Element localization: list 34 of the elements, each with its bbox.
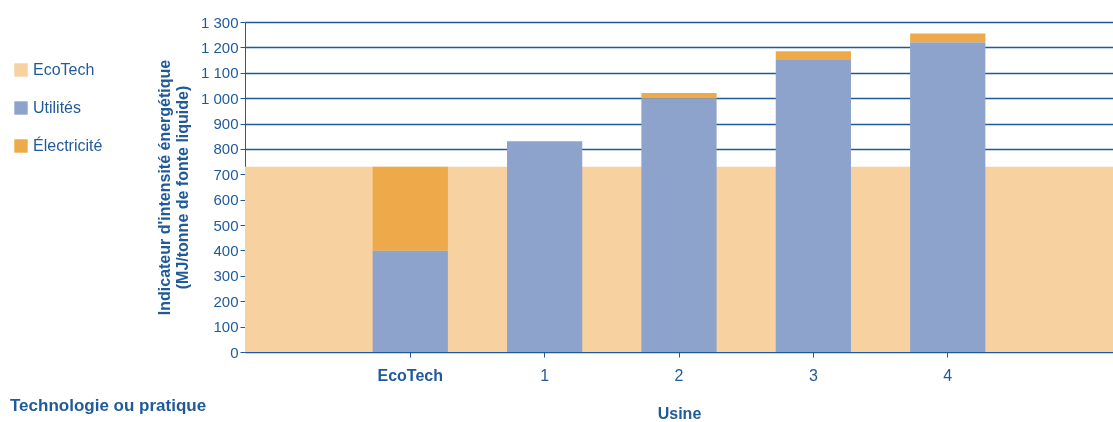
bar	[372, 250, 448, 352]
y-tick-label: 700	[213, 165, 239, 183]
x-tick-label: 1	[540, 366, 550, 384]
x-tick-label: 4	[943, 366, 953, 384]
y-tick-label: 1 200	[200, 38, 239, 56]
bar	[372, 166, 448, 251]
bar	[910, 33, 986, 43]
y-tick-label: 1 000	[200, 89, 239, 107]
y-tick-label: 1 100	[200, 64, 239, 82]
bar	[641, 98, 717, 352]
legend-label: EcoTech	[33, 61, 95, 78]
x-tick-label: 3	[808, 366, 818, 384]
y-tick-label: 200	[213, 292, 239, 310]
legend-label: Électricité	[33, 136, 103, 154]
y-tick-label: 900	[213, 115, 239, 133]
y-axis-title: Indicateur d'intensité énergétique (MJ/tonne de fonte liquide)	[155, 59, 191, 316]
x-tick-label: 2	[674, 366, 684, 384]
y-tick-label: 300	[213, 267, 239, 285]
text: Technologie ou pratique	[10, 396, 207, 416]
bar	[641, 93, 717, 99]
bar	[507, 141, 583, 352]
bar	[775, 51, 851, 61]
y-tick-label: 800	[213, 140, 239, 158]
y-tick-label: 600	[213, 191, 239, 209]
bar	[775, 60, 851, 352]
x-axis-title: Usine	[657, 404, 702, 422]
legend-label: Utilités	[33, 99, 82, 116]
y-tick-label: 100	[213, 318, 239, 336]
y-tick-label: 500	[213, 216, 239, 234]
y-tick-label: 0	[230, 343, 239, 361]
y-tick-label: 400	[213, 241, 239, 259]
y-tick-label: 1 300	[200, 13, 239, 31]
bar	[910, 42, 986, 352]
x-tick-label: EcoTech	[377, 366, 444, 384]
